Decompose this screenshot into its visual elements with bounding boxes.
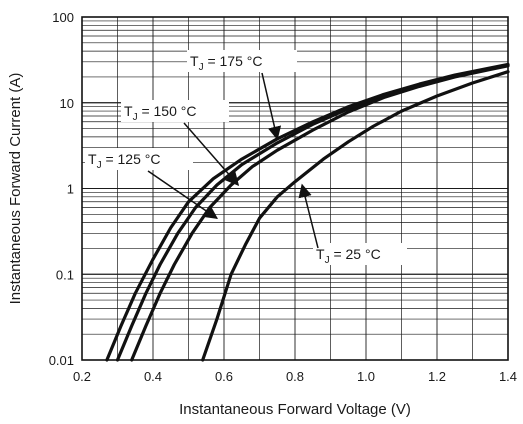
annotations: TJ = 175 °C TJ = 150 °C TJ = 125 °C TJ = 25…: [85, 50, 407, 266]
annotation-arrow: [261, 72, 282, 141]
x-axis-title: Instantaneous Forward Voltage (V): [179, 401, 411, 418]
x-tick-label: 1.4: [499, 369, 517, 384]
x-tick-label: 1.0: [357, 369, 375, 384]
y-tick-label: 100: [52, 10, 74, 25]
annotation-arrow: [147, 170, 219, 220]
annotation-tj-150: TJ = 150 °C: [121, 100, 240, 186]
y-tick-label: 1: [67, 182, 74, 197]
series-lines: [105, 62, 510, 362]
x-tick-label: 0.4: [144, 369, 162, 384]
y-axis-title: Instantaneous Forward Current (A): [7, 73, 24, 305]
plot-frame: [81, 16, 509, 361]
annotation-box: [85, 148, 193, 170]
y-tick-label: 0.1: [56, 267, 74, 282]
annotation-tj-175: TJ = 175 °C: [187, 50, 297, 141]
tick-labels: 0.2 0.4 0.6 0.8 1.0 1.2 1.4 0.01 0.1 1 10 100: [49, 10, 517, 384]
annotation-box: [313, 243, 407, 265]
annotation-tj-25: TJ = 25 °C: [298, 183, 407, 266]
annotation-box: [121, 100, 229, 122]
annotation-tj-125: TJ = 125 °C: [85, 148, 219, 220]
x-tick-label: 1.2: [428, 369, 446, 384]
y-tick-label: 10: [60, 96, 74, 111]
series-line: [130, 64, 510, 362]
annotation-label: TJ = 125 °C: [88, 151, 160, 171]
series-line: [201, 70, 510, 362]
y-tick-label: 0.01: [49, 353, 74, 368]
x-tick-label: 0.8: [286, 369, 304, 384]
annotation-label: TJ = 150 °C: [124, 103, 196, 123]
annotation-arrow: [298, 183, 319, 249]
annotation-box: [187, 50, 297, 72]
annotation-label: TJ = 25 °C: [316, 246, 381, 266]
x-tick-label: 0.6: [215, 369, 233, 384]
annotation-arrow: [183, 122, 240, 186]
annotation-label: TJ = 175 °C: [190, 53, 262, 73]
x-tick-label: 0.2: [73, 369, 91, 384]
